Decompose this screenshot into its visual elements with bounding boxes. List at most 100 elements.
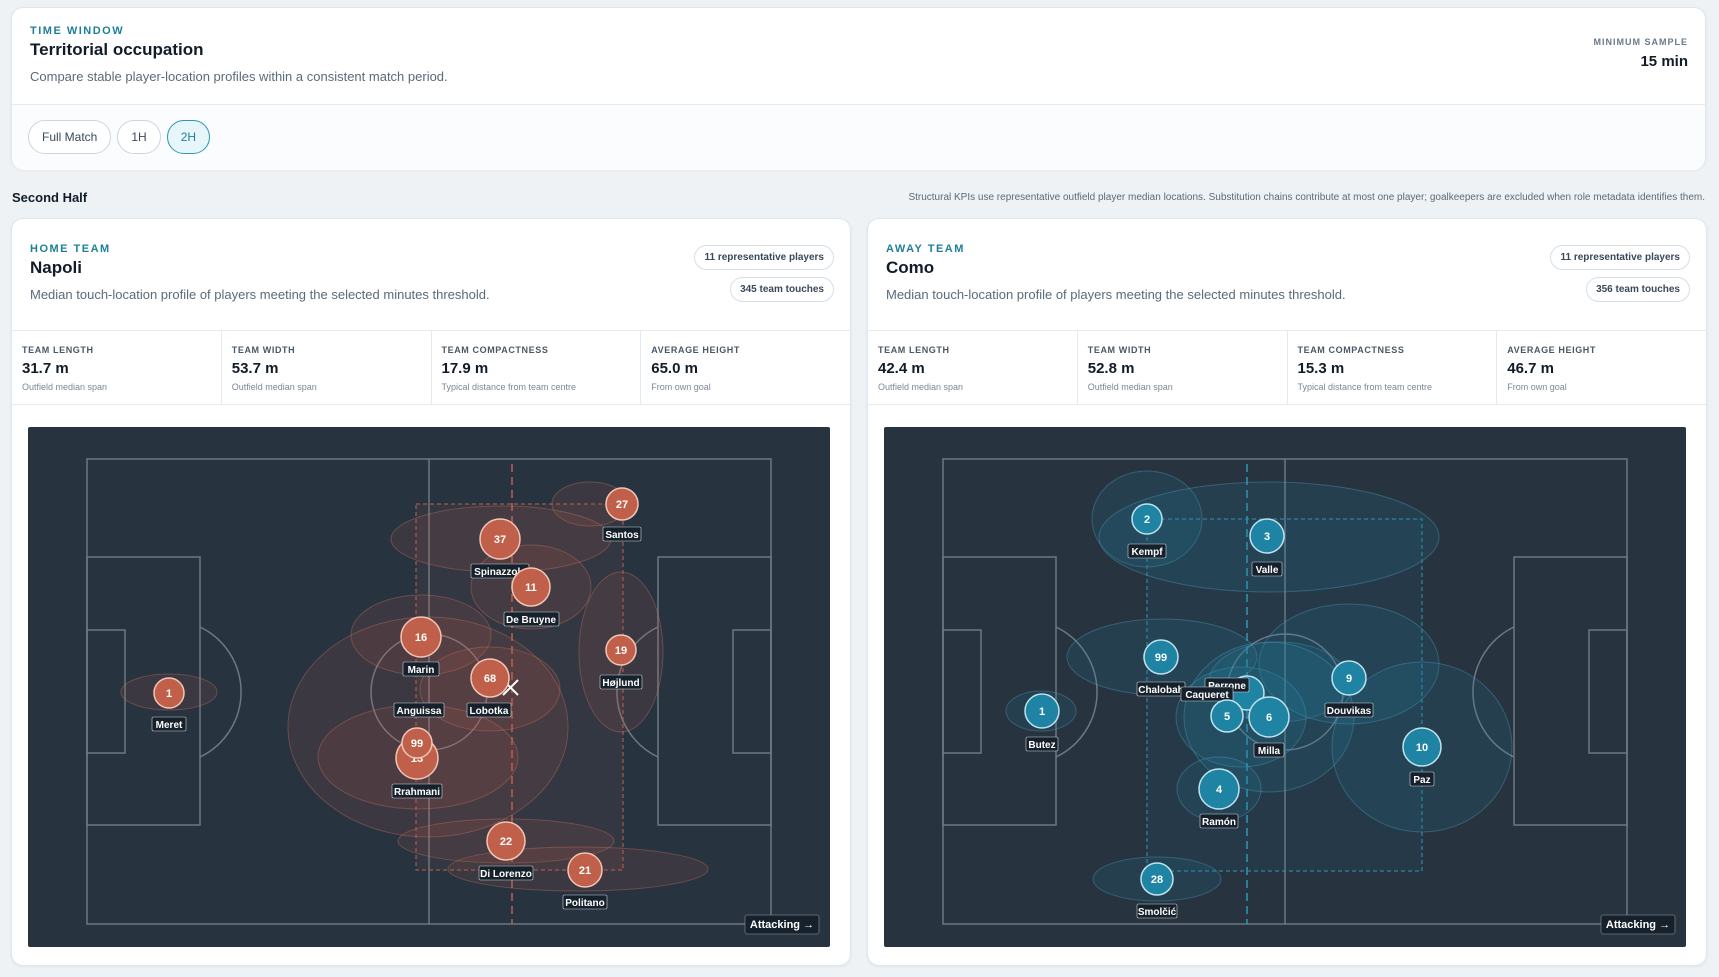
player-5[interactable]: 5 [1210, 699, 1244, 733]
svg-text:28: 28 [1151, 874, 1163, 886]
away-pitch: 2 Kempf 3 Valle 99 Chalobah Perrone [884, 427, 1686, 947]
player-anguissa[interactable]: Anguissa [393, 702, 445, 718]
pitch-lines [86, 458, 772, 925]
svg-text:Anguissa: Anguissa [396, 706, 441, 717]
player-68[interactable]: 68 Lobotka [466, 658, 512, 718]
tab-2h[interactable]: 2H [166, 120, 211, 154]
svg-text:Valle: Valle [1256, 565, 1279, 576]
svg-text:Politano: Politano [565, 898, 604, 909]
svg-text:Meret: Meret [156, 720, 183, 731]
pitch-lines [942, 458, 1628, 925]
player-99[interactable]: 99 [401, 727, 433, 759]
svg-text:Butez: Butez [1028, 740, 1055, 751]
svg-text:11: 11 [525, 582, 537, 594]
tab-1h[interactable]: 1H [117, 120, 161, 154]
away-team-card: AWAY TEAM Como Median touch-location pro… [867, 218, 1707, 966]
player-caqueret[interactable]: Caqueret [1180, 686, 1234, 702]
svg-text:Spinazzola: Spinazzola [474, 567, 526, 578]
player-37[interactable]: 37 Spinazzola [470, 518, 530, 579]
page-subtitle: Compare stable player-location profiles … [30, 69, 448, 84]
away-pitch-svg: 2 Kempf 3 Valle 99 Chalobah Perrone [942, 458, 1676, 935]
svg-text:5: 5 [1224, 711, 1230, 723]
svg-text:1: 1 [166, 688, 172, 700]
svg-text:27: 27 [616, 499, 628, 511]
kpi-team-length: TEAM LENGTH 31.7 m Outfield median span [12, 331, 222, 404]
svg-text:Attacking →: Attacking → [1606, 919, 1670, 931]
time-window-card: TIME WINDOW Territorial occupation Compa… [11, 7, 1706, 170]
home-kpi-row: TEAM LENGTH 31.7 m Outfield median span … [12, 330, 850, 405]
svg-text:99: 99 [411, 738, 423, 750]
svg-text:Lobotka: Lobotka [470, 706, 509, 717]
kpi-average-height: AVERAGE HEIGHT 46.7 m From own goal [1507, 345, 1596, 392]
player-4[interactable]: 4 Ramón [1198, 768, 1240, 829]
min-sample-value: 15 min [1640, 53, 1688, 70]
time-window-eyebrow: TIME WINDOW [30, 25, 125, 37]
player-28[interactable]: 28 Smolčić [1136, 862, 1178, 919]
player-10[interactable]: 10 Paz [1402, 727, 1442, 787]
svg-text:Smolčić: Smolčić [1138, 907, 1177, 918]
svg-text:Paz: Paz [1413, 775, 1430, 786]
svg-text:Attacking →: Attacking → [750, 919, 814, 931]
kpi-team-width: TEAM WIDTH 52.8 m Outfield median span [1078, 331, 1288, 404]
away-touches-chip: 356 team touches [1586, 277, 1690, 302]
player-27[interactable]: 27 Santos [602, 487, 642, 542]
player-6[interactable]: 6 Milla [1248, 696, 1290, 758]
kpi-team-length: TEAM LENGTH 42.4 m Outfield median span [868, 331, 1078, 404]
page-title: Territorial occupation [30, 40, 204, 59]
kpi-team-compactness: TEAM COMPACTNESS 17.9 m Typical distance… [432, 331, 642, 404]
min-sample-label: MINIMUM SAMPLE [1593, 37, 1688, 47]
attacking-direction-label: Attacking → [744, 914, 820, 935]
away-team-eyebrow: AWAY TEAM [886, 243, 965, 255]
tab-full-match[interactable]: Full Match [28, 120, 112, 154]
kpi-average-height: AVERAGE HEIGHT 65.0 m From own goal [651, 345, 740, 392]
kpi-team-width: TEAM WIDTH 53.7 m Outfield median span [222, 331, 432, 404]
player-1[interactable]: 1 Meret [151, 677, 187, 732]
player-2[interactable]: 2 Kempf [1127, 503, 1167, 559]
home-team-eyebrow: HOME TEAM [30, 243, 111, 255]
svg-text:37: 37 [494, 534, 506, 546]
home-team-subtitle: Median touch-location profile of players… [30, 287, 490, 302]
away-team-name: Como [886, 258, 935, 277]
home-team-name: Napoli [30, 258, 82, 277]
svg-text:Højlund: Højlund [602, 678, 639, 689]
player-9[interactable]: 9 Douvikas [1324, 660, 1374, 718]
svg-text:Caqueret: Caqueret [1185, 690, 1229, 701]
player-3[interactable]: 3 Valle [1249, 518, 1285, 577]
away-players-chip: 11 representative players [1550, 245, 1690, 270]
player-16[interactable]: 16 Marin [400, 616, 442, 677]
svg-text:Milla: Milla [1258, 746, 1281, 757]
player-21[interactable]: 21 Politano [562, 852, 608, 910]
section-note: Structural KPIs use representative outfi… [908, 192, 1705, 203]
away-team-subtitle: Median touch-location profile of players… [886, 287, 1346, 302]
home-team-card: HOME TEAM Napoli Median touch-location p… [11, 218, 851, 966]
svg-text:De Bruyne: De Bruyne [506, 615, 556, 626]
section-title: Second Half [12, 190, 88, 205]
away-kpi-row: TEAM LENGTH 42.4 m Outfield median span … [868, 330, 1706, 405]
svg-text:16: 16 [415, 632, 427, 644]
svg-text:9: 9 [1346, 673, 1352, 685]
kpi-team-compactness: TEAM COMPACTNESS 15.3 m Typical distance… [1288, 331, 1498, 404]
svg-text:21: 21 [579, 865, 591, 877]
player-22[interactable]: 22 Di Lorenzo [478, 821, 534, 881]
home-pitch: 27 Santos 37 Spinazzola 11 De Bruyne 16 [28, 427, 830, 947]
player-99[interactable]: 99 Chalobah [1136, 639, 1186, 697]
svg-text:1: 1 [1039, 706, 1045, 718]
player-1[interactable]: 1 Butez [1024, 693, 1060, 752]
svg-text:Douvikas: Douvikas [1327, 706, 1372, 717]
svg-text:Santos: Santos [605, 530, 639, 541]
svg-text:4: 4 [1216, 784, 1223, 796]
svg-text:Marin: Marin [408, 665, 435, 676]
home-pitch-svg: 27 Santos 37 Spinazzola 11 De Bruyne 16 [86, 458, 820, 935]
svg-text:99: 99 [1155, 652, 1167, 664]
attacking-direction-label: Attacking → [1600, 914, 1676, 935]
svg-text:68: 68 [484, 673, 496, 685]
svg-text:Perrone: Perrone [1208, 681, 1246, 692]
svg-text:19: 19 [615, 645, 627, 657]
svg-text:3: 3 [1264, 531, 1270, 543]
svg-text:Di Lorenzo: Di Lorenzo [480, 869, 532, 880]
svg-text:Kempf: Kempf [1131, 547, 1163, 558]
svg-text:Rrahmani: Rrahmani [394, 787, 440, 798]
player-11[interactable]: 11 De Bruyne [503, 567, 560, 627]
svg-text:2: 2 [1144, 514, 1150, 526]
player-19[interactable]: 19 Højlund [599, 634, 643, 690]
